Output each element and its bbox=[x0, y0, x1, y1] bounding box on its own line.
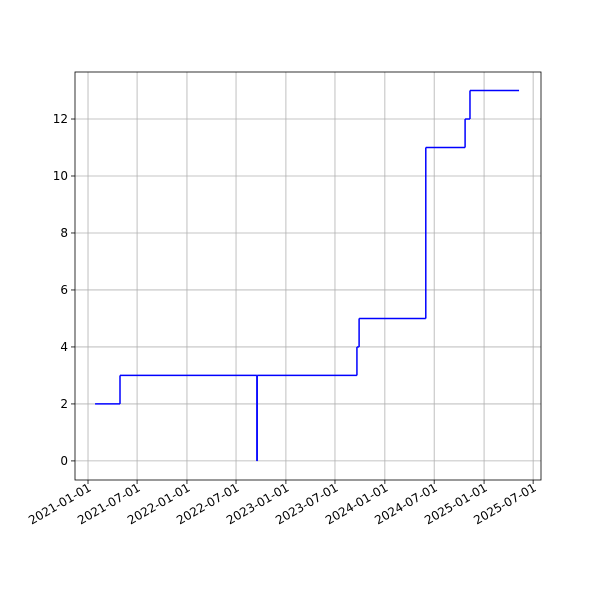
y-tick-label: 10 bbox=[53, 169, 68, 183]
y-tick-label: 6 bbox=[60, 283, 68, 297]
y-tick-label: 2 bbox=[60, 397, 68, 411]
y-tick-label: 4 bbox=[60, 340, 68, 354]
y-tick-label: 8 bbox=[60, 226, 68, 240]
plot-frame bbox=[74, 71, 542, 481]
y-tick-label: 12 bbox=[53, 112, 68, 126]
y-tick-label: 0 bbox=[60, 454, 68, 468]
